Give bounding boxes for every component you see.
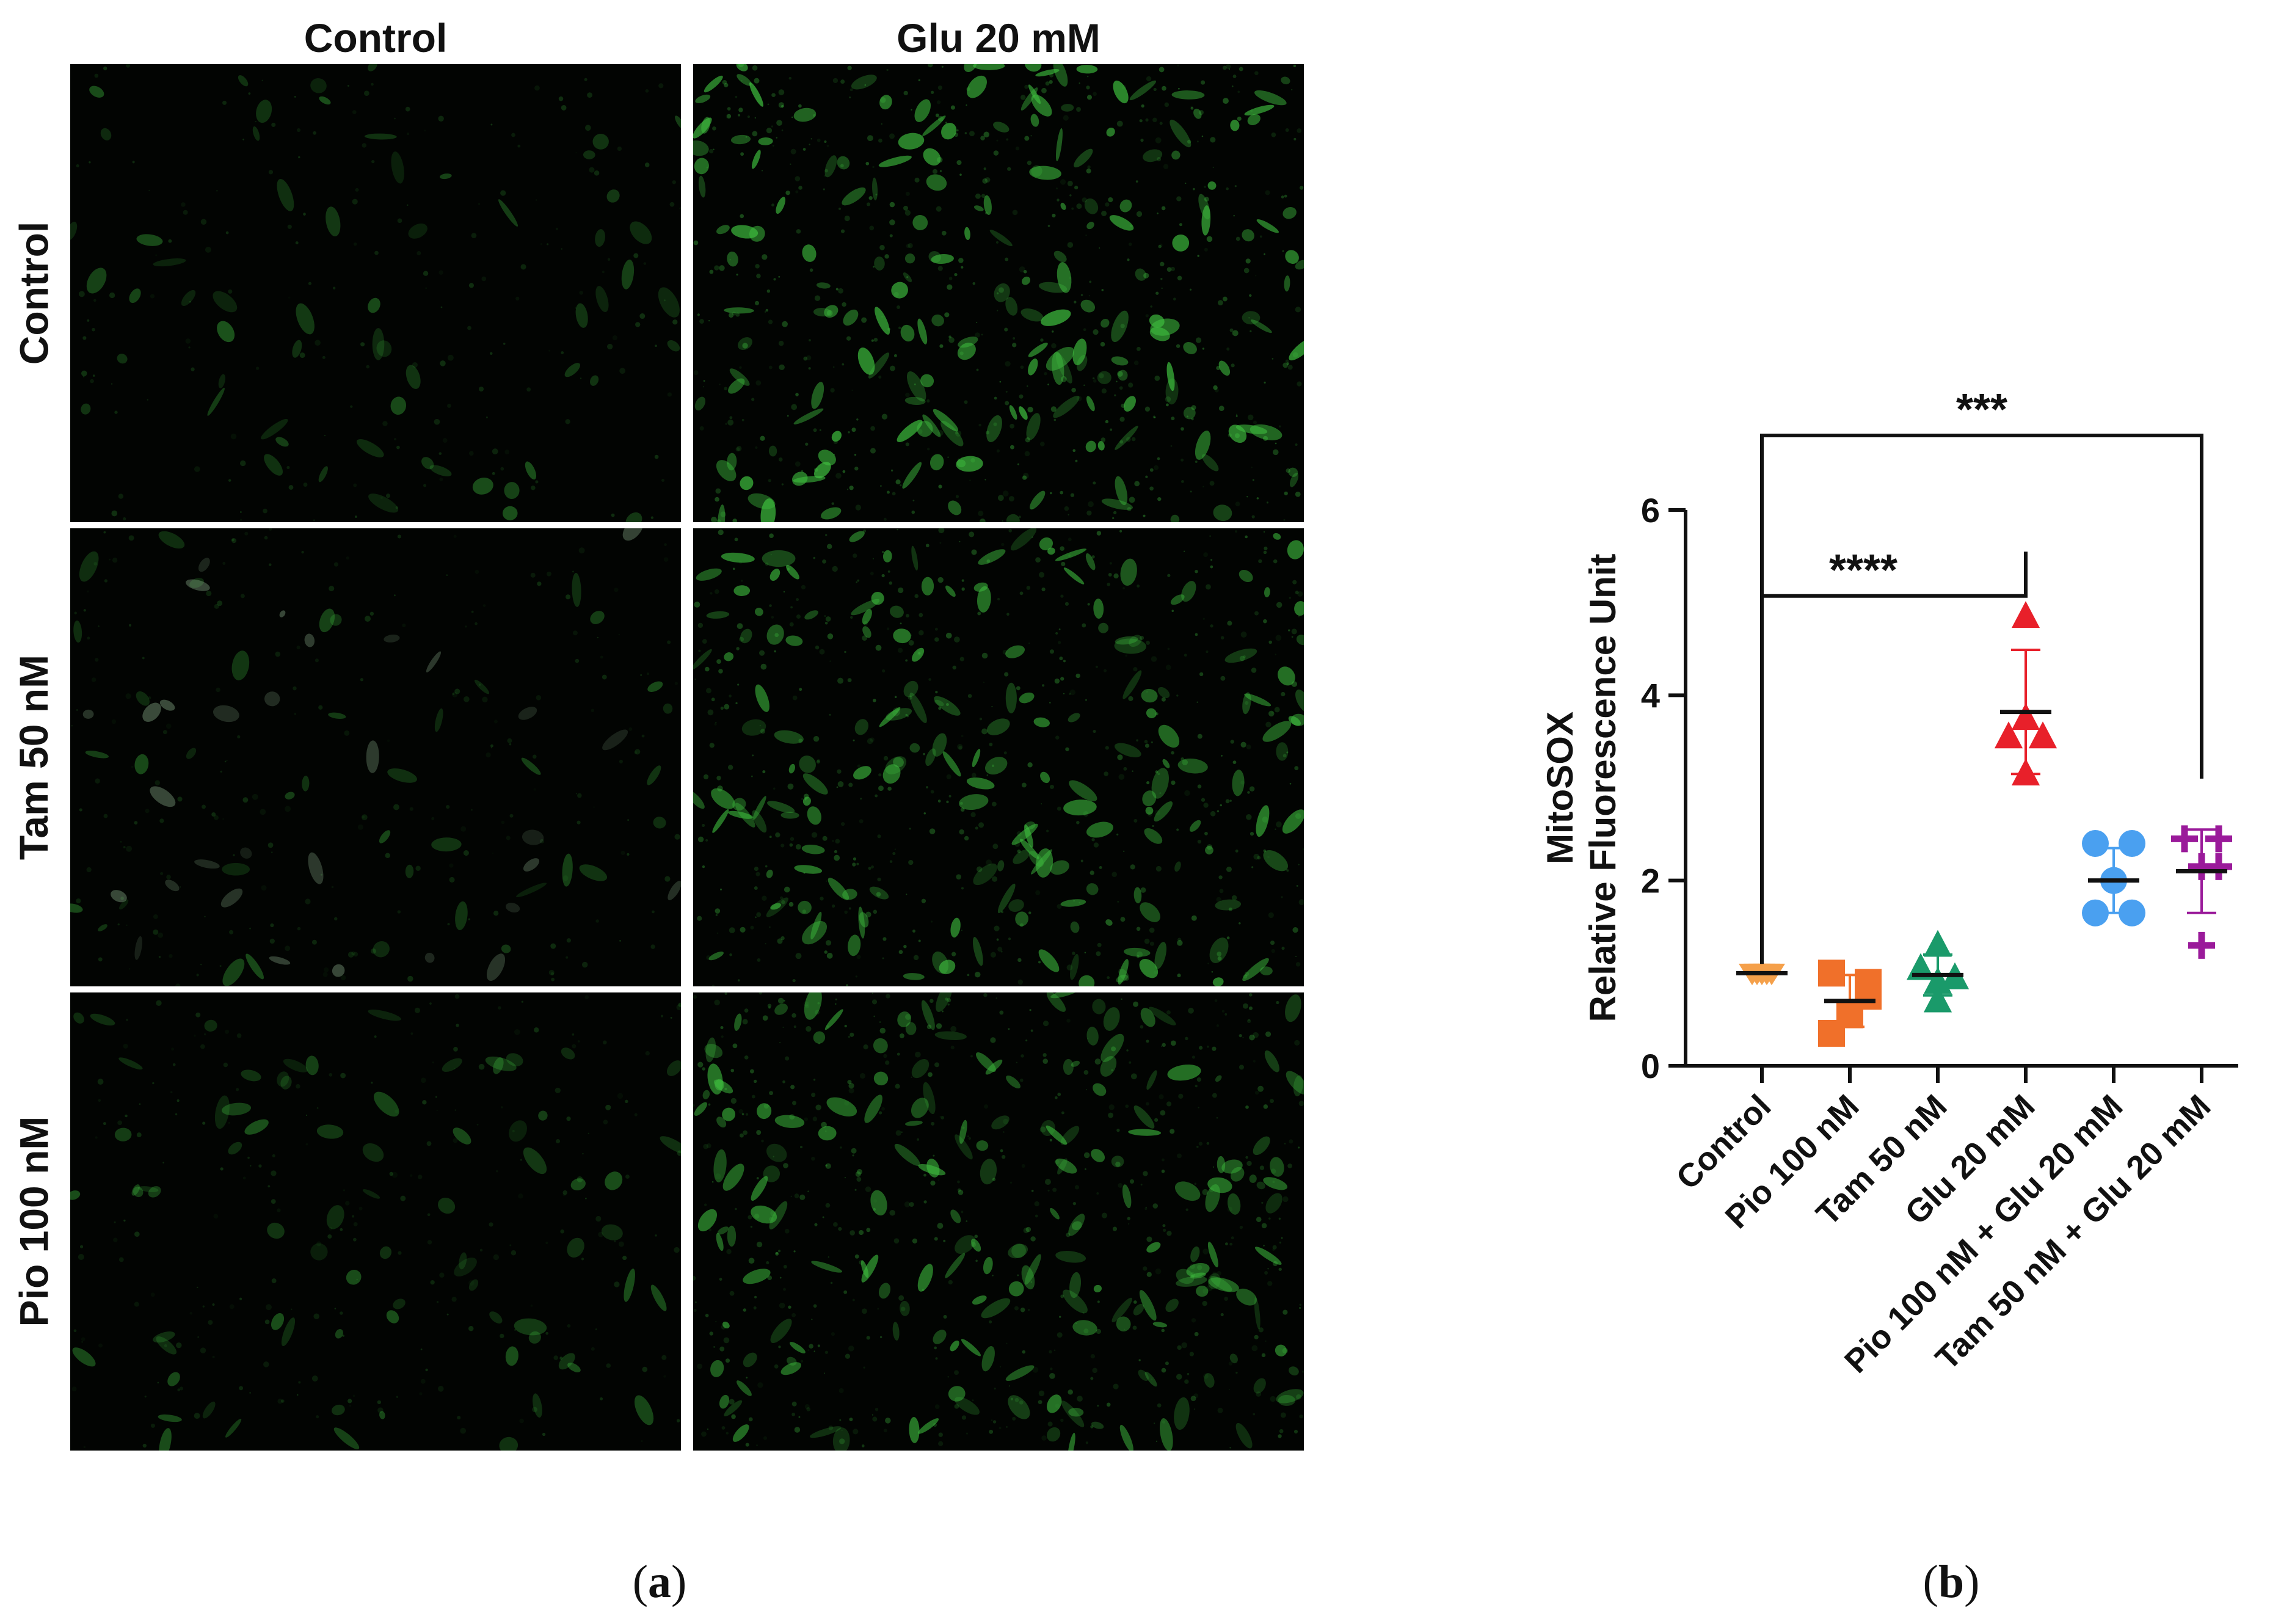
- y-axis-label-line1: MitoSOX: [1540, 712, 1581, 864]
- data-point-2-3: [1923, 967, 1952, 994]
- significance-label-0: ****: [1829, 546, 1897, 595]
- data-point-4-4: [2119, 899, 2145, 927]
- micrograph-control-control: [70, 64, 681, 522]
- y-tick-label-6: 6: [1641, 491, 1660, 530]
- caption-b: (b): [1923, 1556, 1980, 1608]
- data-point-4-3: [2082, 899, 2109, 927]
- data-point-1-0: [1818, 959, 1845, 987]
- y-axis-label-line2: Relative Fluorescence Unit: [1582, 554, 1623, 1022]
- data-point-3-0: [2011, 601, 2040, 628]
- data-point-3-3: [2028, 721, 2057, 749]
- data-point-1-4: [1855, 983, 1882, 1010]
- data-point-5-4: [2188, 931, 2215, 959]
- significance-label-1: ***: [1956, 385, 2007, 434]
- micrograph-pio-glu: [693, 992, 1304, 1451]
- significance-bracket-0: [1760, 552, 2028, 964]
- micrograph-tam-control: [70, 528, 681, 986]
- data-point-3-1: [2011, 702, 2040, 730]
- data-point-5-1: [2205, 825, 2232, 853]
- data-point-5-3: [2205, 853, 2232, 880]
- data-point-2-0: [1923, 930, 1952, 957]
- column-label-control: Control: [304, 15, 448, 60]
- data-point-2-4: [1923, 985, 1952, 1013]
- column-label-glu: Glu 20 mM: [897, 15, 1100, 60]
- data-point-3-2: [1994, 721, 2023, 749]
- row-label-pio: Pio 100 nM: [11, 1116, 57, 1327]
- y-tick-label-2: 2: [1641, 862, 1660, 900]
- data-point-4-0: [2082, 830, 2109, 857]
- y-tick-label-0: 0: [1641, 1047, 1660, 1085]
- data-point-3-4: [2011, 758, 2040, 785]
- row-label-tam: Tam 50 nM: [11, 654, 56, 861]
- micrograph-pio-control: [70, 992, 681, 1451]
- caption-a: (a): [632, 1556, 687, 1608]
- row-label-control: Control: [11, 221, 57, 365]
- data-point-4-1: [2119, 830, 2145, 857]
- micrograph-tam-glu: [693, 528, 1304, 986]
- significance-bracket-1: [1760, 434, 2203, 964]
- y-tick-label-4: 4: [1641, 676, 1660, 715]
- data-point-5-0: [2171, 825, 2198, 853]
- micrograph-control-glu: [693, 64, 1304, 522]
- data-point-1-3: [1818, 1019, 1845, 1047]
